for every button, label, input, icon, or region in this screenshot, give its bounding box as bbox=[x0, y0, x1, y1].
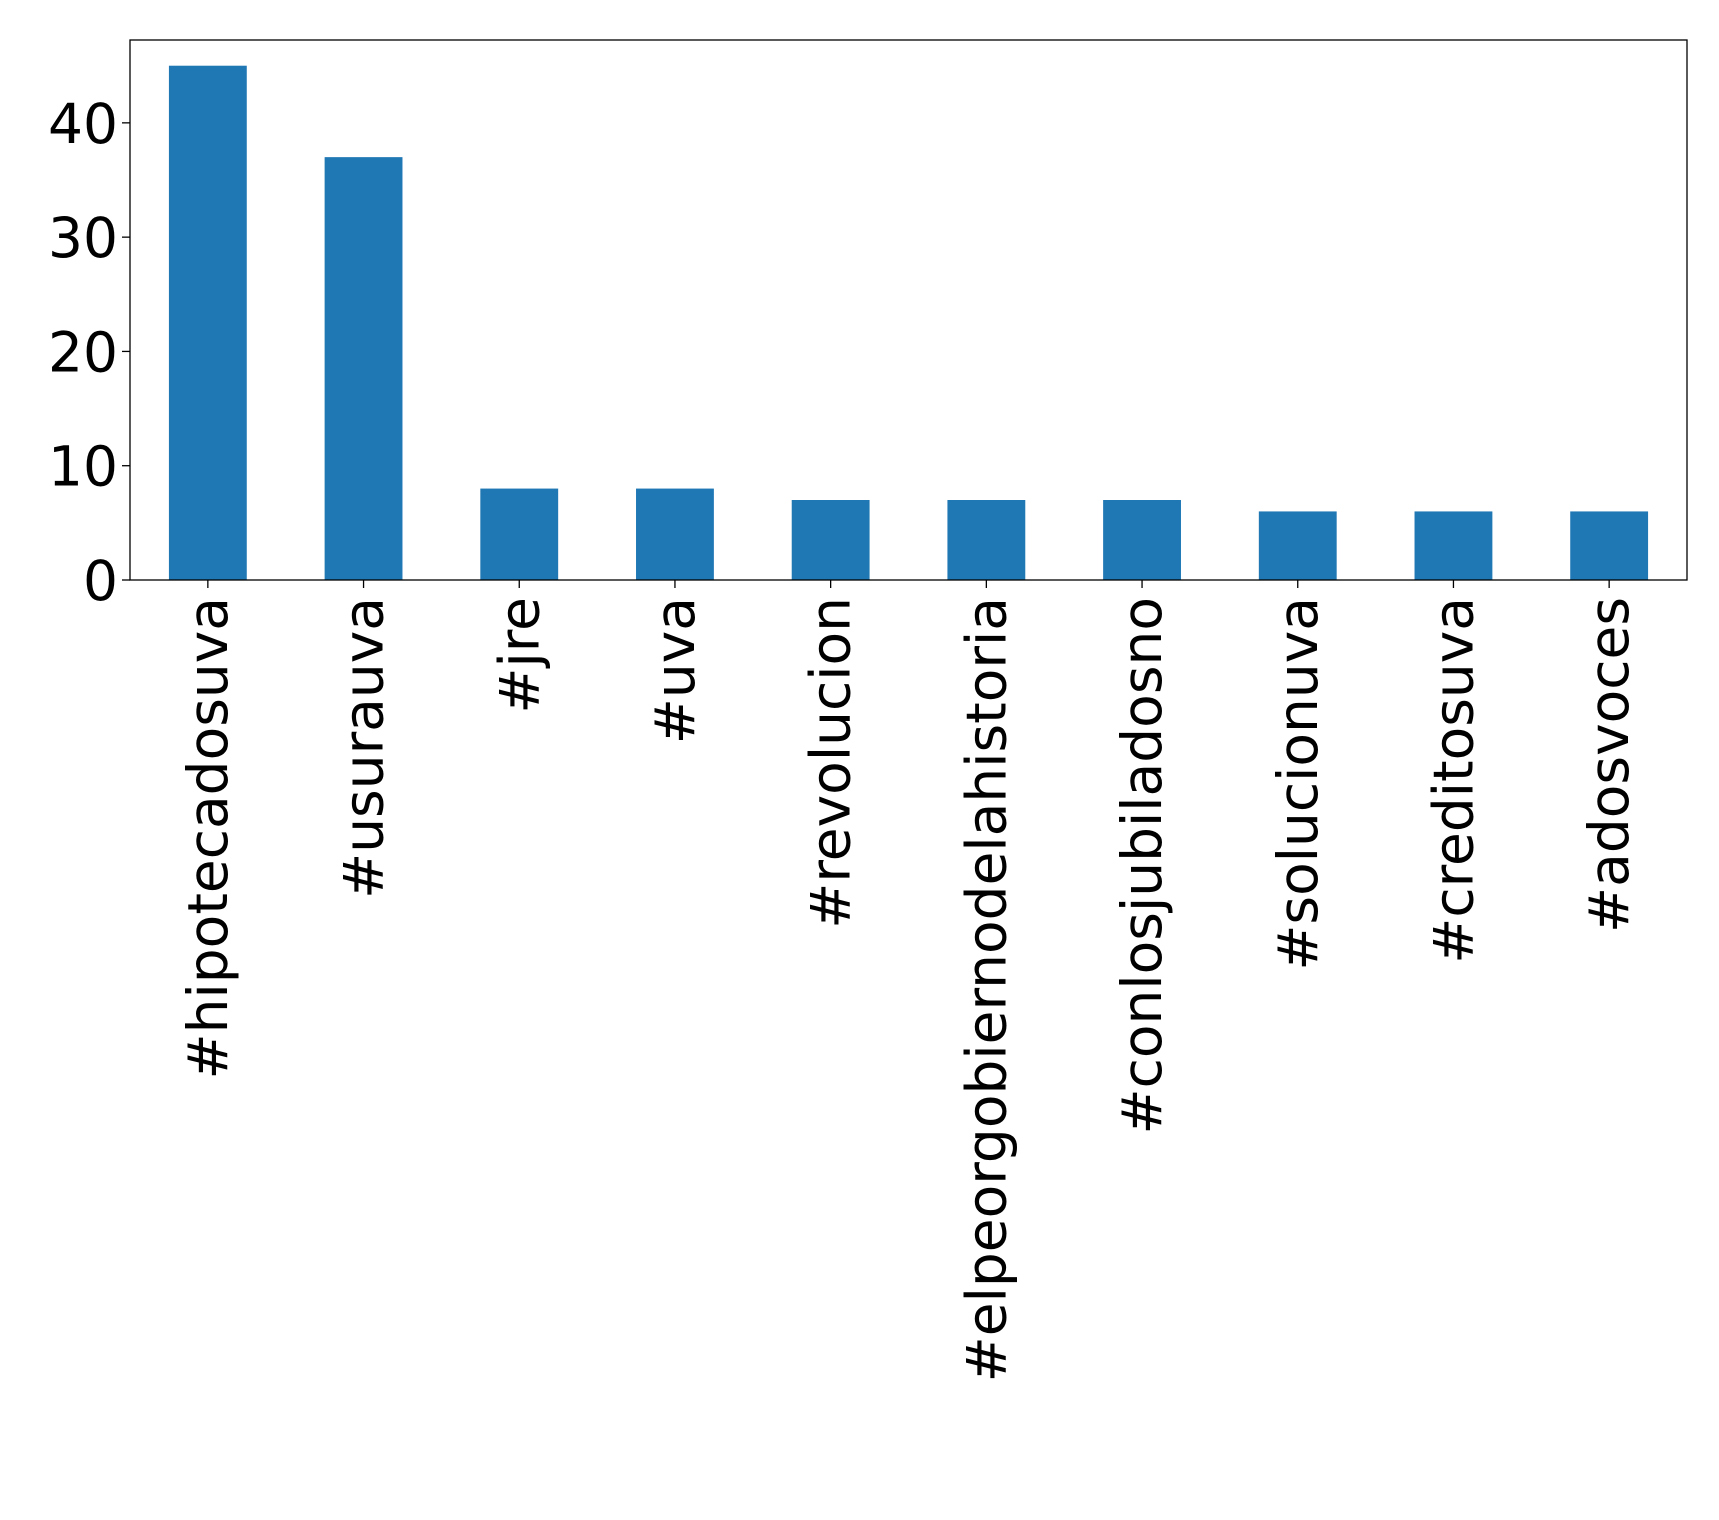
plot-frame bbox=[129, 39, 1688, 581]
x-tick-label: #solucionuva bbox=[1266, 597, 1330, 971]
y-tick-label: 40 bbox=[48, 92, 118, 156]
x-tick-label: #revolucion bbox=[799, 597, 863, 929]
y-tick-label: 30 bbox=[48, 206, 118, 270]
y-tick-label: 0 bbox=[83, 549, 118, 613]
bar-solucionuva bbox=[1258, 511, 1337, 580]
x-tick-label: #usurauva bbox=[332, 597, 396, 899]
x-tick-label: #uva bbox=[643, 597, 707, 744]
y-tick-label: 10 bbox=[48, 435, 118, 499]
bar-usurauva bbox=[324, 157, 403, 580]
x-tick-label: #elpeorgobiernodelahistoria bbox=[954, 597, 1018, 1382]
bar-uva bbox=[636, 488, 714, 580]
bar-adosvoces bbox=[1570, 511, 1649, 580]
bar-jre bbox=[480, 488, 559, 580]
bar-elpeorgobiernodelahistoria bbox=[947, 500, 1026, 580]
bars-group bbox=[168, 65, 1649, 580]
bar-conlosjubiladosno bbox=[1103, 500, 1181, 580]
bar-creditosuva bbox=[1414, 511, 1493, 580]
x-axis: #hipotecadosuva #usurauva #jre #uva #revoluc… bbox=[176, 580, 1641, 1382]
y-axis: 0 10 20 30 40 bbox=[48, 92, 130, 613]
y-tick-label: 20 bbox=[48, 320, 118, 384]
bar-revolucion bbox=[791, 500, 870, 580]
bar-hipotecadosuva bbox=[168, 65, 247, 580]
x-tick-label: #jre bbox=[487, 597, 551, 714]
x-tick-label: #hipotecadosuva bbox=[176, 597, 240, 1079]
x-tick-label: #conlosjubiladosno bbox=[1110, 597, 1174, 1134]
x-tick-label: #creditosuva bbox=[1421, 597, 1485, 964]
x-tick-label: #adosvoces bbox=[1577, 597, 1641, 933]
